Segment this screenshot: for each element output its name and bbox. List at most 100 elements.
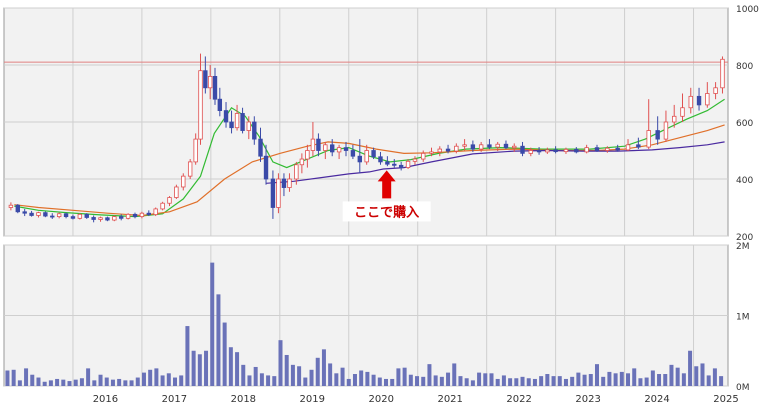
volume-bar <box>48 380 53 386</box>
candle-body <box>212 76 218 100</box>
volume-bar <box>259 373 264 386</box>
candle-body <box>203 70 208 89</box>
volume-bar <box>191 350 196 386</box>
volume-bar <box>73 379 78 386</box>
candle-body <box>223 110 229 123</box>
candle-body <box>563 148 569 153</box>
volume-bar <box>514 378 519 386</box>
moving-average-line <box>265 141 725 184</box>
x-tick-label: 2023 <box>575 394 600 405</box>
volume-bar <box>204 350 209 386</box>
candle-body <box>412 158 418 162</box>
candle-body <box>536 150 542 153</box>
candle-body <box>310 138 316 151</box>
volume-bar <box>458 376 463 386</box>
candle-body <box>720 58 725 89</box>
candle-body <box>398 164 404 169</box>
candle-body <box>281 178 287 188</box>
candle-body <box>263 155 269 180</box>
candle-body <box>405 160 411 169</box>
volume-bar <box>464 378 469 386</box>
candle-body <box>336 147 342 153</box>
candle-body <box>705 93 710 106</box>
volume-bar <box>601 376 606 386</box>
volume-tick-label: 1M <box>736 313 750 323</box>
candle-body <box>15 204 20 213</box>
candle-body <box>299 158 305 166</box>
volume-bar <box>681 373 686 386</box>
volume-bar <box>712 368 717 386</box>
x-tick-label: 2020 <box>369 394 394 405</box>
y-tick-label: 600 <box>736 119 753 129</box>
volume-bar <box>98 374 103 386</box>
candle-body <box>229 121 234 129</box>
volume-bar <box>340 367 345 386</box>
volume-bar <box>508 378 513 386</box>
volume-bar <box>290 364 295 386</box>
volume-bar <box>222 322 227 386</box>
volume-bar <box>433 375 438 386</box>
volume-bar <box>421 376 426 386</box>
candle-body <box>421 152 426 160</box>
x-tick-label: 2018 <box>231 394 256 405</box>
candle-body <box>29 212 34 216</box>
candle-body <box>605 147 610 151</box>
volume-bar <box>110 379 115 386</box>
volume-bar <box>309 369 314 386</box>
x-tick-label: 2019 <box>300 394 325 405</box>
volume-bar <box>92 380 97 386</box>
candle-body <box>167 197 172 204</box>
candle-body <box>343 147 349 151</box>
candle-body <box>470 144 476 150</box>
volume-bar <box>148 369 153 386</box>
y-tick-label: 1000 <box>736 5 759 15</box>
volume-bar <box>17 380 22 386</box>
annotation-box <box>342 201 431 222</box>
volume-bar <box>42 381 47 386</box>
volume-bar <box>402 367 407 386</box>
candle-body <box>357 155 362 163</box>
candle-body <box>160 202 165 210</box>
volume-bar <box>303 377 308 386</box>
candle-body <box>495 143 500 148</box>
candle-body <box>625 144 631 151</box>
volume-bar <box>247 375 252 386</box>
volume-bar <box>632 368 637 386</box>
volume-bar <box>719 376 724 386</box>
volume-bar <box>626 373 631 386</box>
volume-bar <box>557 376 562 386</box>
volume-bar <box>576 372 581 386</box>
candle-body <box>36 212 41 216</box>
volume-bar <box>694 366 699 386</box>
volume-bar <box>334 373 339 386</box>
volume-bar <box>154 368 159 386</box>
candle-body <box>584 147 589 153</box>
candle-body <box>112 216 117 221</box>
volume-bar <box>11 369 16 386</box>
moving-average-line <box>14 98 725 218</box>
volume-bar <box>669 364 674 386</box>
volume-bar <box>532 378 537 386</box>
volume-bar <box>563 378 568 386</box>
candle-body <box>207 76 213 89</box>
volume-bar <box>470 380 475 386</box>
candle-body <box>187 161 193 177</box>
candle-body <box>655 130 660 140</box>
candle-body <box>487 144 492 148</box>
candle-body <box>323 144 328 151</box>
volume-bar <box>427 364 432 386</box>
volume-bar <box>166 373 171 386</box>
volume-bar <box>104 377 109 386</box>
candle-body <box>43 212 48 217</box>
candle-body <box>270 178 276 208</box>
volume-bar <box>650 370 655 386</box>
candle-body <box>119 216 124 219</box>
volume-bar <box>551 376 556 386</box>
candle-body <box>364 150 369 163</box>
candle-body <box>696 95 702 106</box>
volume-bar <box>328 363 333 386</box>
volume-bar <box>582 374 587 386</box>
volume-bar <box>483 373 488 386</box>
volume-bar <box>377 377 382 386</box>
candle-body <box>153 208 158 216</box>
